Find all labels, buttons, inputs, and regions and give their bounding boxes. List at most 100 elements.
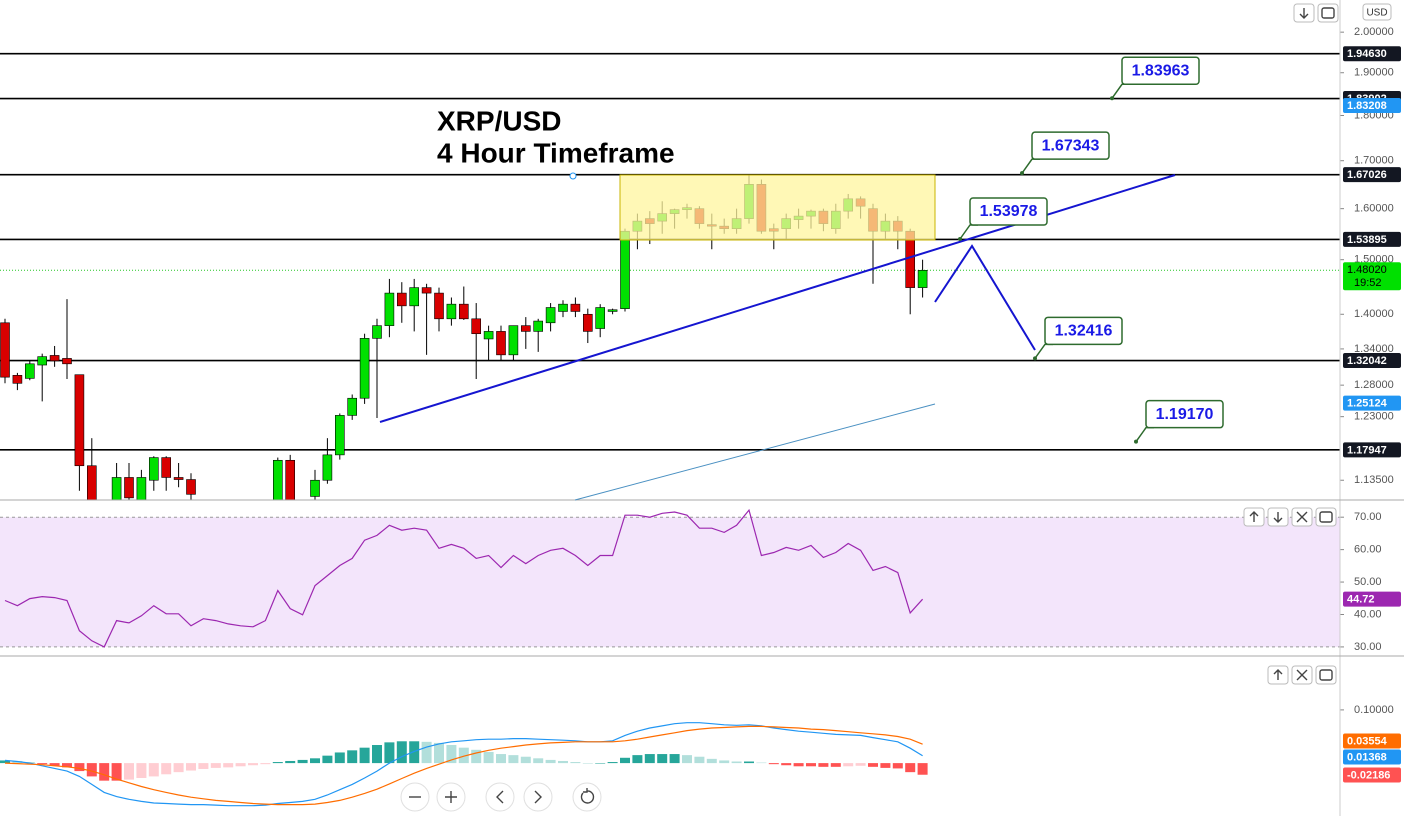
histogram-bar bbox=[210, 763, 221, 768]
reset-button[interactable] bbox=[572, 782, 602, 812]
histogram-bar bbox=[297, 759, 308, 764]
y-tick-label: 40.00 bbox=[1354, 608, 1382, 620]
candle-body bbox=[322, 454, 333, 481]
macd-controls bbox=[1267, 665, 1337, 685]
histogram-bar bbox=[322, 755, 333, 764]
histogram-bar bbox=[347, 750, 358, 764]
histogram-bar bbox=[111, 763, 122, 781]
histogram-bar bbox=[260, 763, 271, 765]
candle-body bbox=[396, 292, 407, 307]
settings-button[interactable] bbox=[1317, 3, 1339, 23]
histogram-bar bbox=[855, 763, 866, 766]
candle-body bbox=[37, 356, 48, 366]
histogram-bar bbox=[161, 763, 172, 775]
candle-body bbox=[483, 331, 494, 340]
price-label-box bbox=[1343, 231, 1401, 247]
candle-body bbox=[186, 479, 196, 495]
currency-badge[interactable] bbox=[1362, 3, 1392, 21]
candle-body bbox=[285, 459, 296, 500]
callout-box bbox=[1121, 56, 1200, 86]
y-tick-label: 1.13500 bbox=[1354, 474, 1394, 486]
y-tick-label: 60.00 bbox=[1354, 544, 1382, 556]
histogram-bar bbox=[843, 763, 854, 767]
icon bbox=[1321, 7, 1335, 19]
histogram-bar bbox=[545, 759, 556, 764]
rsi-band bbox=[0, 517, 1340, 647]
histogram-bar bbox=[632, 755, 643, 764]
histogram-bar bbox=[248, 763, 258, 766]
candle-body bbox=[384, 292, 395, 326]
price-label-box bbox=[1343, 395, 1401, 411]
histogram-bar bbox=[744, 761, 754, 764]
callout-label: 1.67343 bbox=[1042, 137, 1100, 154]
price-label: 1.53895 bbox=[1347, 234, 1387, 246]
histogram-bar bbox=[756, 762, 767, 764]
histogram-bar bbox=[768, 763, 779, 765]
candle-body bbox=[111, 477, 122, 500]
y-tick-label: 0.10000 bbox=[1354, 704, 1394, 716]
zoom-toolbar bbox=[400, 782, 602, 812]
y-tick-label: 1.70000 bbox=[1354, 155, 1394, 167]
current-price-box bbox=[1343, 262, 1401, 291]
price-label: 1.67026 bbox=[1347, 169, 1387, 181]
icon bbox=[1273, 512, 1283, 523]
price-label-box bbox=[1343, 733, 1401, 749]
price-label-box bbox=[1343, 167, 1401, 183]
histogram-bar bbox=[830, 763, 841, 767]
histogram-bar bbox=[49, 763, 60, 766]
candle-body bbox=[434, 292, 444, 320]
histogram-bar bbox=[682, 755, 692, 764]
histogram-bar bbox=[644, 754, 655, 764]
callout-box bbox=[1145, 399, 1224, 429]
callout-box bbox=[1031, 131, 1110, 160]
price-label: 0.01368 bbox=[1347, 751, 1387, 763]
histogram-bar bbox=[595, 763, 606, 764]
price-label: 1.83208 bbox=[1347, 100, 1387, 112]
candle-body bbox=[409, 287, 420, 307]
candle-body bbox=[533, 320, 544, 332]
price-label: 1.32042 bbox=[1347, 355, 1387, 367]
histogram-bar bbox=[186, 763, 196, 771]
callout-anchor bbox=[1020, 171, 1024, 176]
price-label: 1.25124 bbox=[1347, 398, 1388, 410]
maximize-button[interactable] bbox=[1315, 665, 1337, 685]
histogram-bar bbox=[781, 763, 792, 766]
candle-body bbox=[161, 457, 171, 478]
consolidation-box bbox=[619, 174, 936, 241]
icon bbox=[1249, 511, 1259, 522]
callout-label: 1.19170 bbox=[1156, 406, 1214, 423]
histogram-bar bbox=[434, 742, 444, 764]
candle-body bbox=[87, 465, 97, 500]
y-tick-label: 1.28000 bbox=[1354, 379, 1394, 391]
histogram-bar bbox=[421, 741, 432, 764]
icon bbox=[496, 790, 504, 804]
y-tick-label: 1.60000 bbox=[1354, 203, 1394, 215]
histogram-bar bbox=[558, 760, 568, 764]
candle-body bbox=[595, 307, 606, 329]
histogram-bar bbox=[706, 758, 717, 764]
candle-body bbox=[334, 415, 345, 456]
candle-body bbox=[173, 477, 184, 480]
icon bbox=[1296, 511, 1308, 523]
rsi-controls bbox=[1243, 507, 1337, 527]
candle-body bbox=[12, 375, 23, 384]
callout-box bbox=[1044, 316, 1123, 346]
histogram-bar bbox=[669, 754, 680, 764]
callout-anchor bbox=[1033, 356, 1037, 361]
scroll-left-button[interactable] bbox=[485, 782, 515, 812]
callout-label: 1.53978 bbox=[980, 203, 1038, 220]
scroll-right-button[interactable] bbox=[523, 782, 553, 812]
icon bbox=[534, 790, 542, 804]
histogram-bar bbox=[396, 741, 407, 764]
price-label-box bbox=[1343, 46, 1401, 62]
candle-body bbox=[446, 303, 457, 320]
histogram-bar bbox=[657, 754, 668, 764]
candle-body bbox=[570, 303, 581, 312]
histogram-bar bbox=[508, 755, 519, 764]
candle-body bbox=[607, 309, 618, 312]
histogram-bar bbox=[409, 741, 420, 764]
histogram-bar bbox=[818, 763, 829, 767]
maximize-button[interactable] bbox=[1315, 507, 1337, 527]
histogram-bar bbox=[793, 763, 804, 767]
moving-average bbox=[574, 403, 936, 501]
